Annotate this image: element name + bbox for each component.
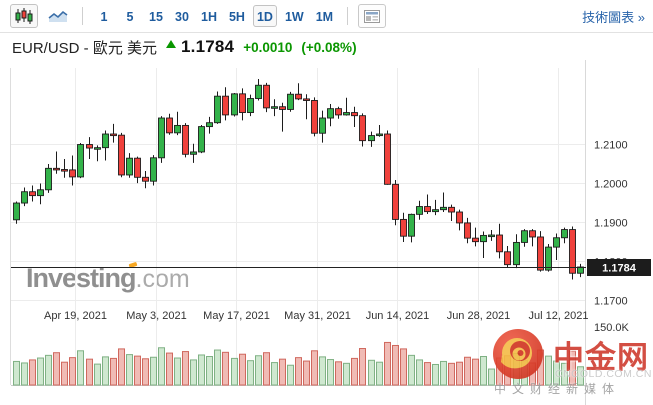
cngold-logo-icon	[493, 329, 543, 379]
timeframe-button-1[interactable]: 1	[93, 5, 115, 27]
timeframe-group: 1 5 15 30 1H 5H 1D 1W 1M	[93, 5, 337, 27]
price-change: +0.0010	[243, 39, 293, 55]
timeframe-button-1W[interactable]: 1W	[281, 5, 308, 27]
symbol-title: EUR/USD - 歐元 美元	[12, 39, 158, 57]
cngold-domain: CNGOLD.COM.CN	[555, 368, 652, 380]
candlestick-chart-type-button[interactable]	[10, 4, 38, 28]
timeframe-button-5[interactable]: 5	[119, 5, 141, 27]
cngold-tagline: 中文财经新媒体	[494, 382, 621, 396]
timeframe-button-1D[interactable]: 1D	[252, 5, 277, 27]
quote-header: EUR/USD - 歐元 美元 1.1784 +0.0010 (+0.08%)	[0, 34, 653, 60]
toolbar-divider	[347, 7, 349, 25]
cngold-title: 中金网	[553, 340, 649, 375]
date-axis-tick: May 3, 2021	[126, 310, 187, 322]
up-arrow-icon	[166, 40, 177, 48]
candles	[13, 79, 584, 280]
last-price-badge	[587, 259, 651, 276]
timeframe-button-30[interactable]: 30	[171, 5, 193, 27]
watermark-suffix-text: .com	[135, 265, 190, 293]
date-axis-tick: Jul 12, 2021	[529, 310, 589, 322]
timeframe-button-15[interactable]: 15	[145, 5, 167, 27]
price-change-percent: (+0.08%)	[301, 39, 357, 55]
cngold-logo: 中金网 CNGOLD.COM.CN 中文财经新媒体	[492, 328, 653, 398]
volume-bars	[13, 341, 584, 386]
last-price-badge-text: 1.1784	[602, 263, 637, 275]
chart-area[interactable]: Investing.com 1.21001.20001.19001.18001.…	[0, 60, 653, 405]
technical-chart-link[interactable]: 技術圖表 »	[582, 9, 645, 25]
date-axis-tick: Jun 14, 2021	[366, 310, 430, 322]
date-axis-tick: May 17, 2021	[203, 310, 270, 322]
timeframe-button-1H[interactable]: 1H	[197, 5, 221, 27]
line-chart-icon	[48, 10, 68, 22]
line-chart-type-button[interactable]	[44, 4, 72, 28]
last-price-line: 1.1784	[11, 259, 651, 276]
price-axis-tick: 1.2100	[594, 140, 628, 152]
chart-toolbar: 1 5 15 30 1H 5H 1D 1W 1M 技術圖表 »	[0, 0, 653, 33]
volume-axis-tick: 150.0K	[594, 322, 630, 334]
news-panel-icon	[364, 9, 381, 23]
date-axis-tick: Jun 28, 2021	[447, 310, 511, 322]
date-axis-tick: May 31, 2021	[284, 310, 351, 322]
price-axis-tick: 1.2000	[594, 179, 628, 191]
price-axis-tick: 1.1900	[594, 218, 628, 230]
timeframe-button-1M[interactable]: 1M	[312, 5, 337, 27]
timeframe-button-5H[interactable]: 5H	[225, 5, 249, 27]
price-axis-tick: 1.1700	[594, 296, 628, 308]
news-panel-button[interactable]	[358, 4, 387, 28]
last-price: 1.1784	[181, 37, 235, 56]
toolbar-divider	[82, 7, 83, 25]
date-axis-tick: Apr 19, 2021	[44, 310, 107, 322]
candlestick-icon	[15, 8, 33, 24]
